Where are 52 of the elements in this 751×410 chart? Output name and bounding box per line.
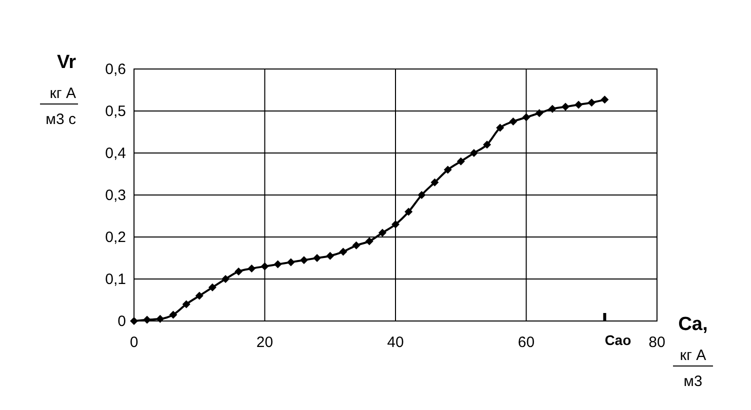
point <box>561 102 570 111</box>
point <box>548 104 556 113</box>
point <box>234 267 243 276</box>
point <box>143 316 152 324</box>
y-tick-label: 0,4 <box>105 145 126 162</box>
point <box>600 96 609 104</box>
point <box>326 252 334 260</box>
y-tick-label: 0,2 <box>105 229 126 246</box>
point <box>456 157 465 166</box>
point <box>574 100 583 109</box>
point <box>378 228 386 237</box>
point <box>313 254 322 262</box>
point <box>404 208 413 216</box>
point <box>339 248 348 256</box>
point <box>222 275 230 283</box>
y-tick-label: 0,6 <box>105 61 126 78</box>
text: Cao <box>604 332 632 348</box>
point <box>444 166 452 174</box>
point <box>182 300 190 308</box>
point <box>352 241 360 250</box>
point <box>470 149 478 157</box>
y-axis-title: Vr кг А м3 с <box>46 52 77 128</box>
point <box>496 124 504 132</box>
point <box>430 178 439 186</box>
point <box>365 237 374 246</box>
point <box>483 140 492 149</box>
point <box>286 258 295 266</box>
point <box>300 256 308 264</box>
point <box>195 292 204 300</box>
point <box>509 118 518 126</box>
point <box>274 260 282 268</box>
x-tick-label: 40 <box>387 334 404 351</box>
point <box>392 220 400 228</box>
point <box>588 98 596 107</box>
x-tick-label: 20 <box>256 334 274 351</box>
point <box>522 113 530 122</box>
point <box>248 264 256 272</box>
y-tick-label: 0 <box>118 313 126 330</box>
x-tick-label: 60 <box>518 334 535 351</box>
point <box>418 191 426 199</box>
y-tick-label: 0,5 <box>105 103 126 120</box>
y-tick-label: 0,1 <box>105 271 126 288</box>
point <box>535 109 544 118</box>
point <box>130 317 138 325</box>
x-tick-label: 0 <box>130 334 138 351</box>
point <box>169 310 178 319</box>
x-axis-title: Ca, кг А м3 <box>678 314 708 390</box>
point <box>208 283 216 292</box>
x-tick-label: 80 <box>648 334 666 351</box>
y-tick-label: 0,3 <box>105 187 126 204</box>
point <box>156 314 164 323</box>
point <box>260 262 269 270</box>
